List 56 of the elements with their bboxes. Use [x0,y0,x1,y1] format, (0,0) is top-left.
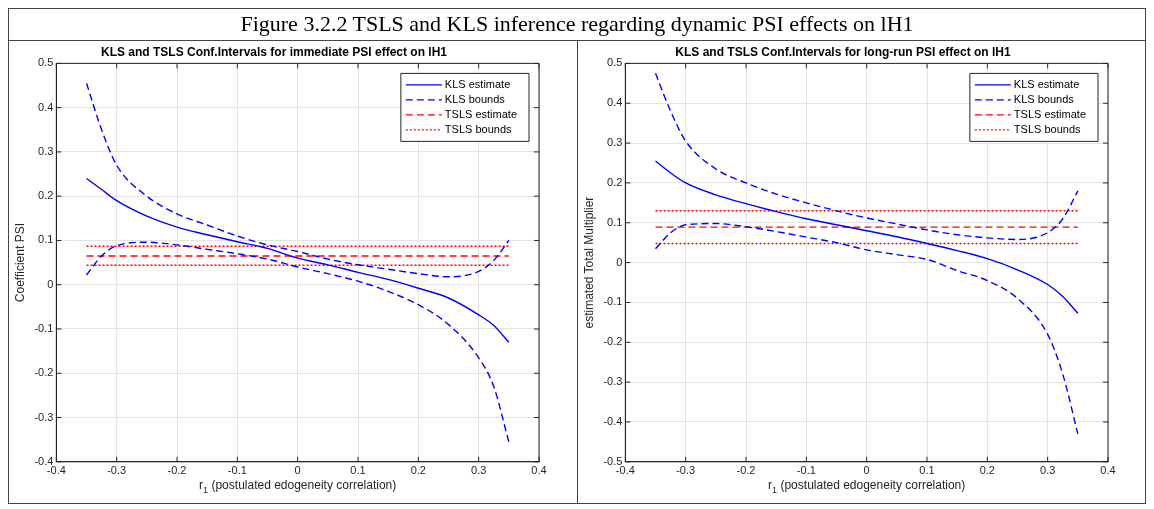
y-tick-label: -0.2 [602,335,622,348]
legend-label: TSLS bounds [444,122,513,135]
line-series [654,222,1079,435]
x-tick-label: -0.4 [615,464,635,477]
chart-title: KLS and TSLS Conf.Intervals for immediate PSI effect on lH1 [100,44,448,59]
y-tick-label: 0.4 [38,100,54,113]
y-tick-label: -0.3 [602,375,622,388]
line-series [654,160,1079,314]
y-tick-label: -0.3 [34,410,54,423]
legend-label: KLS estimate [1013,77,1079,90]
y-axis-title: estimated Total Multiplier [581,196,596,329]
y-tick-label: 0.1 [606,215,622,228]
caption: Figure 3.2.2 TSLS and KLS inference regarding dynamic PSI effects on lH1 [9,9,1145,41]
x-tick-label: 0.2 [979,464,995,477]
x-tick-label: 0.4 [531,464,547,477]
y-tick-label: 0.5 [606,56,622,69]
legend-label: TSLS bounds [1013,122,1081,135]
x-tick-label: 0 [294,464,301,477]
x-tick-label: -0.2 [167,464,187,477]
y-tick-label: 0.3 [38,144,54,157]
x-tick-label: -0.1 [227,464,247,477]
x-tick-label: 0.4 [1099,464,1116,477]
legend-label: KLS bounds [1013,92,1074,105]
legend-label: TSLS estimate [1013,107,1086,120]
y-tick-label: 0.2 [38,189,54,202]
x-tick-label: -0.3 [107,464,127,477]
y-tick-label: -0.4 [602,414,622,427]
y-tick-label: 0.4 [606,96,622,109]
y-tick-label: -0.2 [34,366,54,379]
legend-label: KLS bounds [444,92,506,105]
y-tick-label: 0 [615,255,622,268]
y-tick-label: -0.1 [34,322,54,335]
y-tick-label: 0.3 [606,136,622,149]
legend-label: TSLS estimate [444,107,517,120]
x-tick-label: 0.1 [350,464,366,477]
y-tick-label: -0.1 [602,295,622,308]
y-tick-label: 0.1 [38,233,54,246]
x-tick-label: -0.2 [736,464,755,477]
y-tick-label: 0 [47,277,54,290]
y-tick-label: -0.5 [602,454,622,467]
line-series [85,241,510,443]
x-tick-label: 0.1 [918,464,935,477]
y-tick-label: -0.4 [34,454,54,467]
x-tick-label: -0.3 [675,464,695,477]
y-tick-label: 0.5 [38,56,54,69]
line-series [85,177,510,343]
legend-label: KLS estimate [444,77,511,90]
x-tick-label: -0.4 [46,464,66,477]
y-tick-label: 0.2 [606,175,622,188]
x-tick-label: 0 [863,464,870,477]
x-tick-label: -0.1 [796,464,816,477]
x-tick-label: 0.3 [471,464,487,477]
chart-title: KLS and TSLS Conf.Intervals for long-run PSI effect on lH1 [674,44,1011,59]
x-tick-label: 0.3 [1039,464,1055,477]
x-tick-label: 0.2 [410,464,426,477]
y-axis-title: Coefficient PSI [12,223,27,303]
